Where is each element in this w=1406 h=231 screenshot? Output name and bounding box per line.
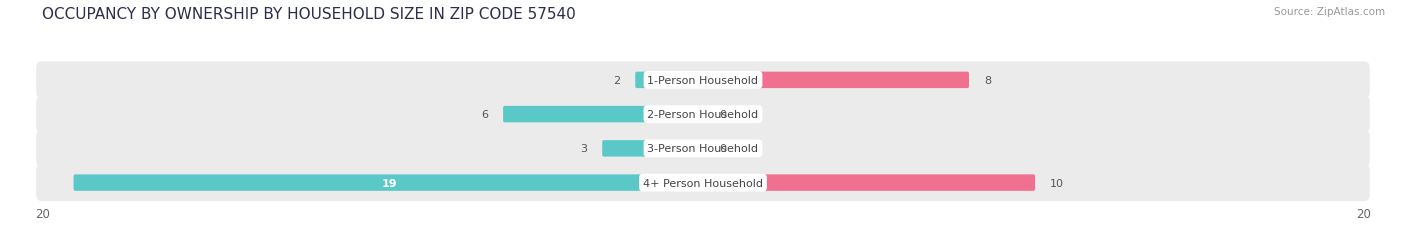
Text: 4+ Person Household: 4+ Person Household — [643, 178, 763, 188]
FancyBboxPatch shape — [37, 164, 1369, 201]
FancyBboxPatch shape — [73, 175, 704, 191]
FancyBboxPatch shape — [37, 130, 1369, 167]
Text: 8: 8 — [984, 76, 991, 85]
Text: 10: 10 — [1050, 178, 1064, 188]
Text: OCCUPANCY BY OWNERSHIP BY HOUSEHOLD SIZE IN ZIP CODE 57540: OCCUPANCY BY OWNERSHIP BY HOUSEHOLD SIZE… — [42, 7, 576, 22]
Text: 3-Person Household: 3-Person Household — [648, 144, 758, 154]
Text: 0: 0 — [720, 144, 727, 154]
FancyBboxPatch shape — [636, 72, 704, 89]
Text: 2: 2 — [613, 76, 620, 85]
Text: Source: ZipAtlas.com: Source: ZipAtlas.com — [1274, 7, 1385, 17]
FancyBboxPatch shape — [503, 106, 704, 123]
Text: 6: 6 — [481, 110, 488, 120]
FancyBboxPatch shape — [37, 62, 1369, 99]
Text: 19: 19 — [381, 178, 396, 188]
FancyBboxPatch shape — [702, 175, 1035, 191]
Text: 0: 0 — [720, 110, 727, 120]
Text: 3: 3 — [581, 144, 588, 154]
Text: 1-Person Household: 1-Person Household — [648, 76, 758, 85]
FancyBboxPatch shape — [37, 96, 1369, 133]
Text: 2-Person Household: 2-Person Household — [647, 110, 759, 120]
FancyBboxPatch shape — [702, 72, 969, 89]
FancyBboxPatch shape — [602, 140, 704, 157]
